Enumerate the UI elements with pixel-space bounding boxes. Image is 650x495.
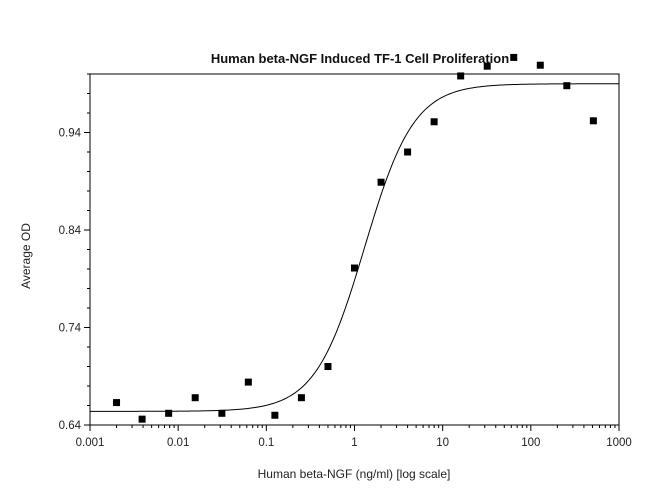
data-point: [297, 394, 305, 402]
x-tick-label: 1000: [606, 437, 632, 449]
data-point: [483, 62, 491, 70]
y-tick-label: 0.74: [59, 323, 82, 335]
x-tick-label: 1: [351, 437, 357, 449]
plot-area: [89, 73, 620, 426]
data-point: [457, 72, 465, 80]
data-points: [113, 53, 597, 423]
y-axis: 0.64 0.74 0.84 0.94: [59, 73, 90, 432]
data-point: [536, 61, 544, 69]
y-axis-label: Average OD: [19, 223, 33, 289]
plot-frame: [89, 73, 620, 426]
y-tick-label: 0.84: [59, 225, 82, 237]
data-point: [138, 415, 146, 423]
data-point: [351, 264, 358, 272]
x-tick-label: 10: [436, 437, 449, 449]
y-tick-label: 0.94: [59, 128, 82, 140]
data-point: [404, 148, 412, 156]
data-point: [589, 117, 597, 125]
data-point: [377, 178, 385, 186]
data-point: [113, 399, 121, 407]
data-point: [191, 394, 199, 402]
fit-curve: [89, 83, 619, 412]
chart-title: Human beta-NGF Induced TF-1 Cell Prolife…: [211, 51, 509, 66]
x-tick-label: 0.001: [76, 437, 105, 449]
y-tick-label: 0.64: [59, 420, 82, 432]
x-axis: 0.001 0.01 0.1 1 10 100 1000: [76, 425, 632, 449]
data-point: [218, 409, 226, 417]
data-point: [271, 411, 279, 419]
data-point: [563, 82, 571, 90]
data-point: [165, 409, 173, 417]
data-point: [244, 378, 252, 386]
x-axis-label: Human beta-NGF (ng/ml) [log scale]: [258, 467, 451, 481]
x-tick-label: 0.01: [167, 437, 189, 449]
data-point: [324, 363, 332, 370]
x-tick-label: 100: [521, 437, 540, 449]
data-point: [430, 118, 438, 126]
x-tick-label: 0.1: [258, 437, 274, 449]
data-point: [510, 53, 518, 61]
